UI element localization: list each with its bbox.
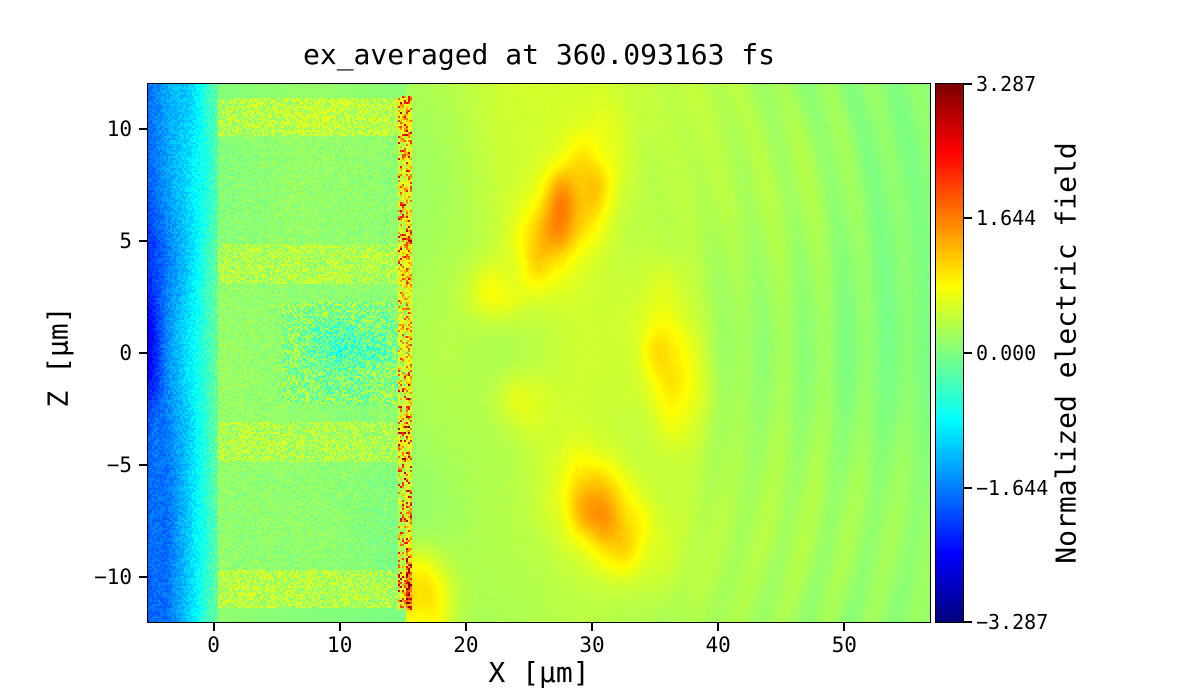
y-tick-label: 0 xyxy=(119,341,132,365)
x-tick-mark xyxy=(338,623,341,631)
x-axis-label: X [μm] xyxy=(488,656,590,689)
colorbar-tick-mark xyxy=(964,217,972,220)
x-tick-label: 20 xyxy=(453,633,479,657)
colorbar-tick-label: 1.644 xyxy=(976,206,1037,231)
colorbar-tick-label: 3.287 xyxy=(976,72,1037,96)
colorbar-label: Normalized electric field xyxy=(1049,142,1083,564)
x-tick-label: 30 xyxy=(579,633,605,657)
colorbar-gradient-canvas xyxy=(936,84,963,622)
y-tick-label: −10 xyxy=(94,565,132,590)
colorbar xyxy=(935,83,964,623)
colorbar-tick-label: −1.644 xyxy=(976,475,1049,500)
heatmap-plot-area xyxy=(147,83,931,623)
x-tick-label: 40 xyxy=(705,633,731,657)
colorbar-tick-mark xyxy=(964,352,972,354)
y-tick-label: 5 xyxy=(119,228,132,253)
x-tick-label: 0 xyxy=(207,633,220,657)
y-tick-label: 10 xyxy=(106,116,132,141)
x-tick-mark xyxy=(717,623,720,631)
y-tick-mark xyxy=(139,127,148,130)
x-tick-mark xyxy=(212,623,215,631)
x-tick-mark xyxy=(843,623,846,631)
y-tick-label: −5 xyxy=(106,453,132,478)
heatmap-canvas xyxy=(148,84,930,622)
y-tick-mark xyxy=(139,576,148,579)
chart-title: ex_averaged at 360.093163 fs xyxy=(302,38,775,71)
y-tick-mark xyxy=(139,352,148,354)
colorbar-tick-label: 0.000 xyxy=(976,341,1037,365)
y-tick-mark xyxy=(139,239,148,242)
colorbar-tick-label: −3.287 xyxy=(976,610,1049,634)
x-tick-mark xyxy=(590,623,593,631)
colorbar-tick-mark xyxy=(964,486,972,489)
colorbar-tick-mark xyxy=(964,621,972,623)
x-tick-label: 10 xyxy=(327,633,353,657)
y-axis-label: Z [μm] xyxy=(41,306,75,408)
x-tick-mark xyxy=(464,623,467,631)
colorbar-tick-mark xyxy=(964,83,972,85)
x-tick-label: 50 xyxy=(831,633,857,657)
y-tick-mark xyxy=(139,464,148,467)
